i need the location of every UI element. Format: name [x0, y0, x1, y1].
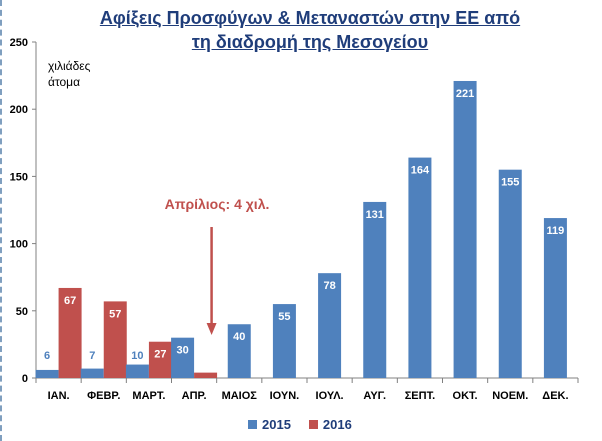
bar-2015 [363, 201, 387, 378]
bar-2015 [227, 324, 251, 378]
y-tick-label: 0 [22, 373, 28, 385]
bar-2016 [194, 372, 218, 378]
x-tick-label: ΜΑΡΤ. [132, 390, 165, 402]
y-tick-label: 50 [16, 306, 28, 318]
bar-2015 [35, 369, 59, 378]
data-label-2015: 119 [547, 225, 565, 237]
data-label-2015: 131 [366, 209, 384, 221]
x-tick-label: ΙΟΥΛ. [316, 390, 344, 402]
bar-2015 [125, 364, 149, 378]
data-label-2015: 55 [278, 311, 290, 323]
x-tick-label: ΔΕΚ. [542, 390, 568, 402]
data-label-2016: 27 [154, 349, 166, 361]
bar-2015 [543, 218, 567, 378]
y-tick-label: 200 [10, 104, 28, 116]
bar-2015 [408, 157, 432, 378]
data-label-2016: 57 [109, 308, 121, 320]
annotation-arrow-head [206, 323, 217, 335]
data-label-2015: 6 [44, 350, 50, 362]
bar-2015 [318, 273, 342, 378]
bar-2015 [272, 304, 296, 378]
bar-2015 [453, 80, 477, 378]
x-tick-label: ΑΠΡ. [182, 390, 207, 402]
x-tick-label: ΑΥΓ. [363, 390, 386, 402]
bar-2015 [498, 169, 522, 378]
legend-label-2016: 2016 [322, 417, 352, 432]
x-tick-label: ΣΕΠΤ. [405, 390, 435, 402]
x-tick-label: ΟΚΤ. [453, 390, 478, 402]
x-tick-label: ΦΕΒΡ. [87, 390, 120, 402]
data-label-2015: 40 [233, 331, 245, 343]
bar-2016 [148, 341, 172, 378]
data-label-2015: 221 [456, 88, 474, 100]
legend-item-2016: 2016 [308, 417, 352, 432]
bar-2016 [58, 287, 82, 378]
y-tick-label: 100 [10, 239, 28, 251]
bar-2016 [103, 301, 127, 378]
chart-title-line2: τη διαδρομή της Μεσογείου [191, 32, 429, 52]
legend: 2015 2016 [248, 417, 364, 432]
bar-2015 [171, 337, 195, 378]
x-tick-label: ΙΟΥΝ. [270, 390, 300, 402]
x-tick-label: ΙΑΝ. [48, 390, 70, 402]
legend-label-2015: 2015 [262, 417, 291, 432]
chart-title: Αφίξεις Προσφύγων & Μεταναστών στην ΕΕ α… [60, 6, 560, 54]
x-tick-label: ΜΑΙΟΣ [222, 390, 258, 402]
data-label-2015: 7 [89, 350, 95, 362]
unit-line2: άτομα [48, 75, 81, 89]
unit-line1: χιλιάδες [48, 59, 91, 73]
legend-swatch-2016 [308, 420, 318, 429]
data-label-2015: 164 [411, 165, 430, 177]
left-border [0, 0, 2, 441]
data-label-2015: 10 [131, 350, 143, 362]
bar-2015 [80, 368, 104, 378]
data-label-2015: 78 [323, 280, 335, 292]
y-tick-label: 150 [10, 171, 28, 183]
legend-item-2015: 2015 [248, 417, 291, 432]
chart-title-line1: Αφίξεις Προσφύγων & Μεταναστών στην ΕΕ α… [99, 8, 521, 28]
x-tick-label: ΝΟΕΜ. [492, 390, 528, 402]
data-label-2015: 155 [501, 177, 519, 189]
legend-swatch-2015 [248, 420, 257, 429]
data-label-2016: 67 [64, 295, 76, 307]
y-axis-unit-label: χιλιάδες άτομα [48, 58, 90, 90]
data-label-2015: 30 [176, 345, 188, 357]
annotation-text: Απρίλιος: 4 χιλ. [165, 196, 270, 212]
y-tick-label: 250 [10, 37, 28, 49]
